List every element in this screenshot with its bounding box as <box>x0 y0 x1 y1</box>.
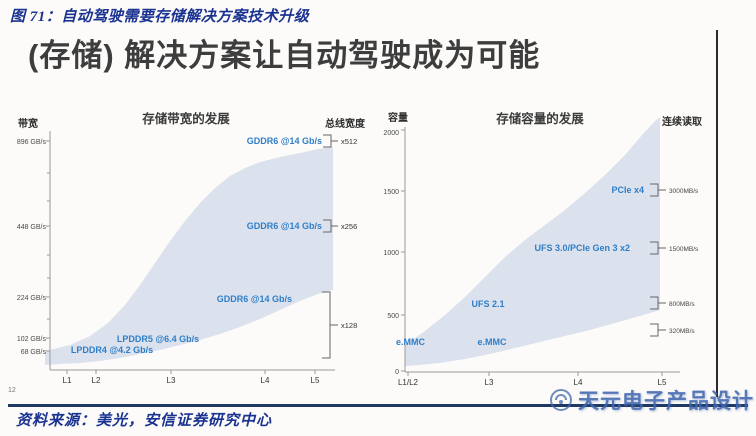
annotation-pcie-x4: PCIe x4 <box>611 185 644 195</box>
x-tick-l1l2: L1/L2 <box>398 378 419 387</box>
annotation-gddr6-x256: GDDR6 @14 Gb/s <box>247 221 322 231</box>
seq-read-3000: 3000MB/s <box>669 188 699 195</box>
x-tick-l4: L4 <box>574 378 583 387</box>
capacity-band-area <box>405 117 660 366</box>
bus-width-x512: x512 <box>341 137 357 146</box>
y-tick-68: 68 GB/s <box>21 349 47 356</box>
x-tick-l3: L3 <box>167 376 176 385</box>
y-tick-0: 0 <box>395 369 399 376</box>
y-tick-896: 896 GB/s <box>17 139 47 146</box>
annotation-ufs21: UFS 2.1 <box>471 299 504 309</box>
seq-read-800: 800MB/s <box>669 301 695 308</box>
annotation-ufs3: UFS 3.0/PCIe Gen 3 x2 <box>534 243 630 253</box>
capacity-chart-title: 存储容量的发展 <box>495 111 584 126</box>
annotation-lpddr4: LPDDR4 @4.2 Gb/s <box>71 345 153 355</box>
x-tick-l3: L3 <box>485 378 494 387</box>
y-tick-2000: 2000 <box>383 130 399 137</box>
footer-rule <box>8 404 748 407</box>
watermark-logo-icon <box>550 389 572 411</box>
y-tick-224: 224 GB/s <box>17 295 47 302</box>
y-tick-1000: 1000 <box>383 250 399 257</box>
figure-caption-prefix: 图 71： <box>10 9 62 25</box>
annotation-emmc-left: e.MMC <box>396 337 426 347</box>
source-note: 资料来源：美光，安信证券研究中心 <box>16 413 273 429</box>
page-number: 12 <box>8 387 16 394</box>
x-tick-l5: L5 <box>311 376 320 385</box>
x-tick-l2: L2 <box>92 376 101 385</box>
annotation-emmc-mid: e.MMC <box>478 337 508 347</box>
seq-read-brackets <box>650 183 666 337</box>
seq-read-axis-label: 连续读取 <box>662 115 703 128</box>
bandwidth-band-area <box>45 147 333 365</box>
bus-width-x128: x128 <box>341 321 357 330</box>
annotation-lpddr5: LPDDR5 @6.4 Gb/s <box>117 334 199 344</box>
seq-read-320: 320MB/s <box>669 328 695 335</box>
annotation-gddr6-x128: GDDR6 @14 Gb/s <box>217 294 292 304</box>
y-tick-500: 500 <box>387 313 399 320</box>
seq-read-1500: 1500MB/s <box>669 246 699 253</box>
y-tick-102: 102 GB/s <box>17 336 47 343</box>
watermark-text: 天元电子产品设计 <box>578 390 754 413</box>
bandwidth-chart-title: 存储带宽的发展 <box>141 111 230 126</box>
bandwidth-y-axis-label: 带宽 <box>18 117 38 130</box>
x-tick-l5: L5 <box>658 378 667 387</box>
x-tick-l4: L4 <box>261 376 270 385</box>
capacity-y-axis-label: 容量 <box>387 111 408 124</box>
capacity-axes <box>401 127 680 376</box>
watermark: 天元电子产品设计 <box>548 385 754 415</box>
bandwidth-axes <box>46 131 335 374</box>
page-edge-line <box>716 30 718 397</box>
bandwidth-chart: 存储带宽的发展 带宽 总线宽度 896 GB/s 448 GB/s 224 GB… <box>17 111 366 385</box>
annotation-gddr6-x512: GDDR6 @14 Gb/s <box>247 136 322 146</box>
x-tick-l1: L1 <box>63 376 72 385</box>
capacity-chart: 存储容量的发展 容量 连续读取 2000 1500 1000 500 0 L1/… <box>383 111 703 387</box>
bus-width-x256: x256 <box>341 222 357 231</box>
bus-width-brackets <box>322 134 338 359</box>
figure-caption: 图 71：自动驾驶需要存储解决方案技术升级 <box>10 5 309 26</box>
y-tick-448: 448 GB/s <box>17 224 47 231</box>
figure-caption-title: 自动驾驶需要存储解决方案技术升级 <box>61 9 310 25</box>
y-tick-1500: 1500 <box>383 189 399 196</box>
slide-heading: (存储) 解决方案让自动驾驶成为可能 <box>28 38 541 73</box>
bus-width-axis-label: 总线宽度 <box>325 117 366 130</box>
